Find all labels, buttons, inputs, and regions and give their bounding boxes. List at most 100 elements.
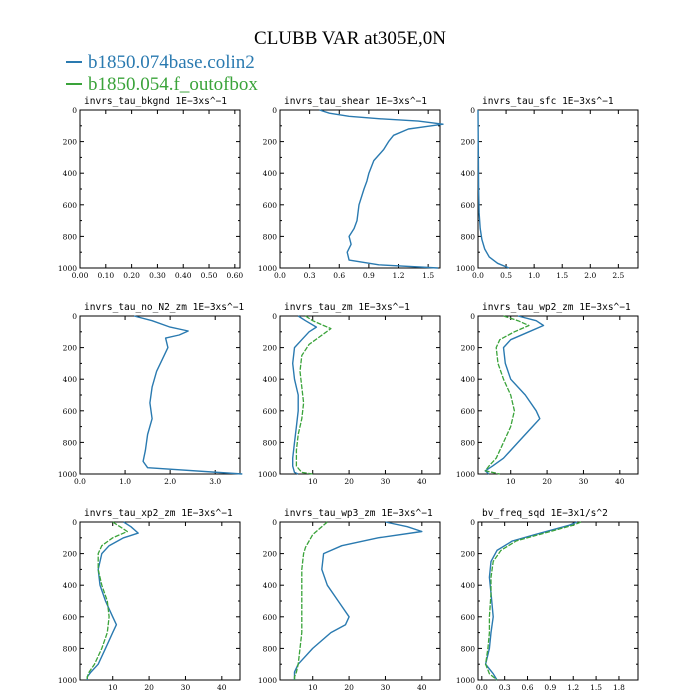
x-tick-label: 2.0 xyxy=(584,271,596,280)
y-tick-label: 600 xyxy=(63,201,78,210)
x-tick-label: 0.20 xyxy=(123,271,140,280)
x-tick-label: 10 xyxy=(308,683,318,692)
y-tick-label: 800 xyxy=(461,232,476,241)
legend-item-series-2: b1850.054.f_outofbox xyxy=(66,74,258,96)
panel-frame xyxy=(79,109,241,269)
legend-label-series-1: b1850.074base.colin2 xyxy=(88,52,255,73)
y-tick-label: 0 xyxy=(470,518,475,527)
x-tick-label: 0.10 xyxy=(97,271,114,280)
y-tick-label: 200 xyxy=(461,138,476,147)
x-tick-label: 0.0 xyxy=(74,477,86,486)
y-tick-label: 600 xyxy=(63,407,78,416)
y-tick-label: 0 xyxy=(272,312,277,321)
y-tick-label: 400 xyxy=(263,375,278,384)
y-tick-label: 600 xyxy=(263,613,278,622)
panel-frame xyxy=(79,521,241,681)
y-tick-label: 1000 xyxy=(456,676,475,685)
y-tick-label: 400 xyxy=(461,581,476,590)
x-tick-label: 0.6 xyxy=(333,271,345,280)
y-tick-label: 1000 xyxy=(456,264,475,273)
series-line-1 xyxy=(484,521,578,681)
x-tick-label: 40 xyxy=(417,683,427,692)
x-tick-label: 0.30 xyxy=(149,271,166,280)
y-tick-label: 200 xyxy=(63,138,78,147)
x-tick-label: 0.0 xyxy=(472,271,484,280)
legend-swatch-series-1 xyxy=(66,60,82,63)
x-tick-label: 10 xyxy=(506,477,516,486)
y-tick-label: 400 xyxy=(461,375,476,384)
panel-frame xyxy=(477,109,639,269)
series-line-1 xyxy=(477,109,510,269)
x-tick-label: 1.2 xyxy=(567,683,579,692)
x-tick-label: 1.2 xyxy=(393,271,405,280)
y-tick-label: 600 xyxy=(263,407,278,416)
x-tick-label: 0.60 xyxy=(226,271,243,280)
x-tick-label: 30 xyxy=(579,477,589,486)
x-tick-label: 0.3 xyxy=(304,271,316,280)
panel-frame xyxy=(279,315,441,475)
y-tick-label: 0 xyxy=(272,518,277,527)
x-tick-label: 0.40 xyxy=(175,271,192,280)
y-tick-label: 400 xyxy=(63,581,78,590)
y-tick-label: 800 xyxy=(63,644,78,653)
y-tick-label: 200 xyxy=(263,550,278,559)
y-tick-label: 1000 xyxy=(58,264,77,273)
x-tick-label: 0.3 xyxy=(499,683,511,692)
series-line-1 xyxy=(133,315,243,475)
series-line-2 xyxy=(86,521,128,680)
y-tick-label: 200 xyxy=(263,138,278,147)
x-tick-label: 20 xyxy=(144,683,154,692)
panel-3: invrs_tau_sfc 1E−3xs^−1 0 200 400 600 800 1000… xyxy=(456,96,639,280)
panel-9: bv_freq_sqd 1E−3x1/s^2020040060080010000… xyxy=(456,508,639,692)
x-tick-label: 3.0 xyxy=(209,477,221,486)
panel-frame xyxy=(477,315,639,475)
y-tick-label: 400 xyxy=(263,581,278,590)
x-tick-label: 0.0 xyxy=(476,683,488,692)
panel-5: invrs_tau_zm 1E−3xs^−1 0 200 400 600 800 1000 1… xyxy=(258,302,441,486)
series-line-1 xyxy=(292,315,318,475)
y-tick-label: 800 xyxy=(263,232,278,241)
x-tick-label: 0.0 xyxy=(274,271,286,280)
panel-1: invrs_tau_bkgnd 1E−3xs^−1 0 200 400 600 800 10… xyxy=(58,96,244,280)
x-tick-label: 1.5 xyxy=(590,683,602,692)
panel-6: invrs_tau_wp2_zm 1E−3xs^−1 0 200 400 600 800 1… xyxy=(456,302,639,486)
y-tick-label: 800 xyxy=(461,438,476,447)
x-tick-label: 30 xyxy=(181,683,191,692)
y-tick-label: 1000 xyxy=(456,470,475,479)
y-tick-label: 0 xyxy=(72,106,77,115)
legend-label-series-2: b1850.054.f_outofbox xyxy=(88,74,258,95)
x-tick-label: 20 xyxy=(344,683,354,692)
panel-title: invrs_tau_wp2_zm 1E−3xs^−1 xyxy=(482,302,631,313)
y-tick-label: 0 xyxy=(272,106,277,115)
x-tick-label: 30 xyxy=(381,683,391,692)
y-tick-label: 1000 xyxy=(258,676,277,685)
x-tick-label: 1.0 xyxy=(528,271,540,280)
panel-title: invrs_tau_zm 1E−3xs^−1 xyxy=(284,302,410,313)
panel-title: invrs_tau_sfc 1E−3xs^−1 xyxy=(482,96,614,107)
x-tick-label: 1.0 xyxy=(119,477,131,486)
y-tick-label: 0 xyxy=(470,312,475,321)
series-line-1 xyxy=(484,315,545,475)
y-tick-label: 400 xyxy=(263,169,278,178)
y-tick-label: 200 xyxy=(63,344,78,353)
panel-2: invrs_tau_shear 1E−3xs^−1 0 200 400 600 800 10… xyxy=(258,96,444,280)
y-tick-label: 1000 xyxy=(58,676,77,685)
y-tick-label: 200 xyxy=(263,344,278,353)
series-line-2 xyxy=(295,315,332,475)
y-tick-label: 600 xyxy=(461,201,476,210)
x-tick-label: 40 xyxy=(615,477,625,486)
y-tick-label: 0 xyxy=(470,106,475,115)
panel-frame xyxy=(279,109,441,269)
series-line-1 xyxy=(293,521,423,680)
x-tick-label: 2.5 xyxy=(612,271,624,280)
panel-title: invrs_tau_no_N2_zm 1E−3xs^−1 xyxy=(84,302,244,313)
legend-swatch-series-2 xyxy=(66,82,82,85)
x-tick-label: 1.8 xyxy=(613,683,625,692)
panel-title: invrs_tau_xp2_zm 1E−3xs^−1 xyxy=(84,508,233,519)
x-tick-label: 10 xyxy=(108,683,118,692)
panel-frame xyxy=(477,521,639,681)
x-tick-label: 10 xyxy=(308,477,318,486)
y-tick-label: 1000 xyxy=(258,264,277,273)
y-tick-label: 800 xyxy=(63,438,78,447)
